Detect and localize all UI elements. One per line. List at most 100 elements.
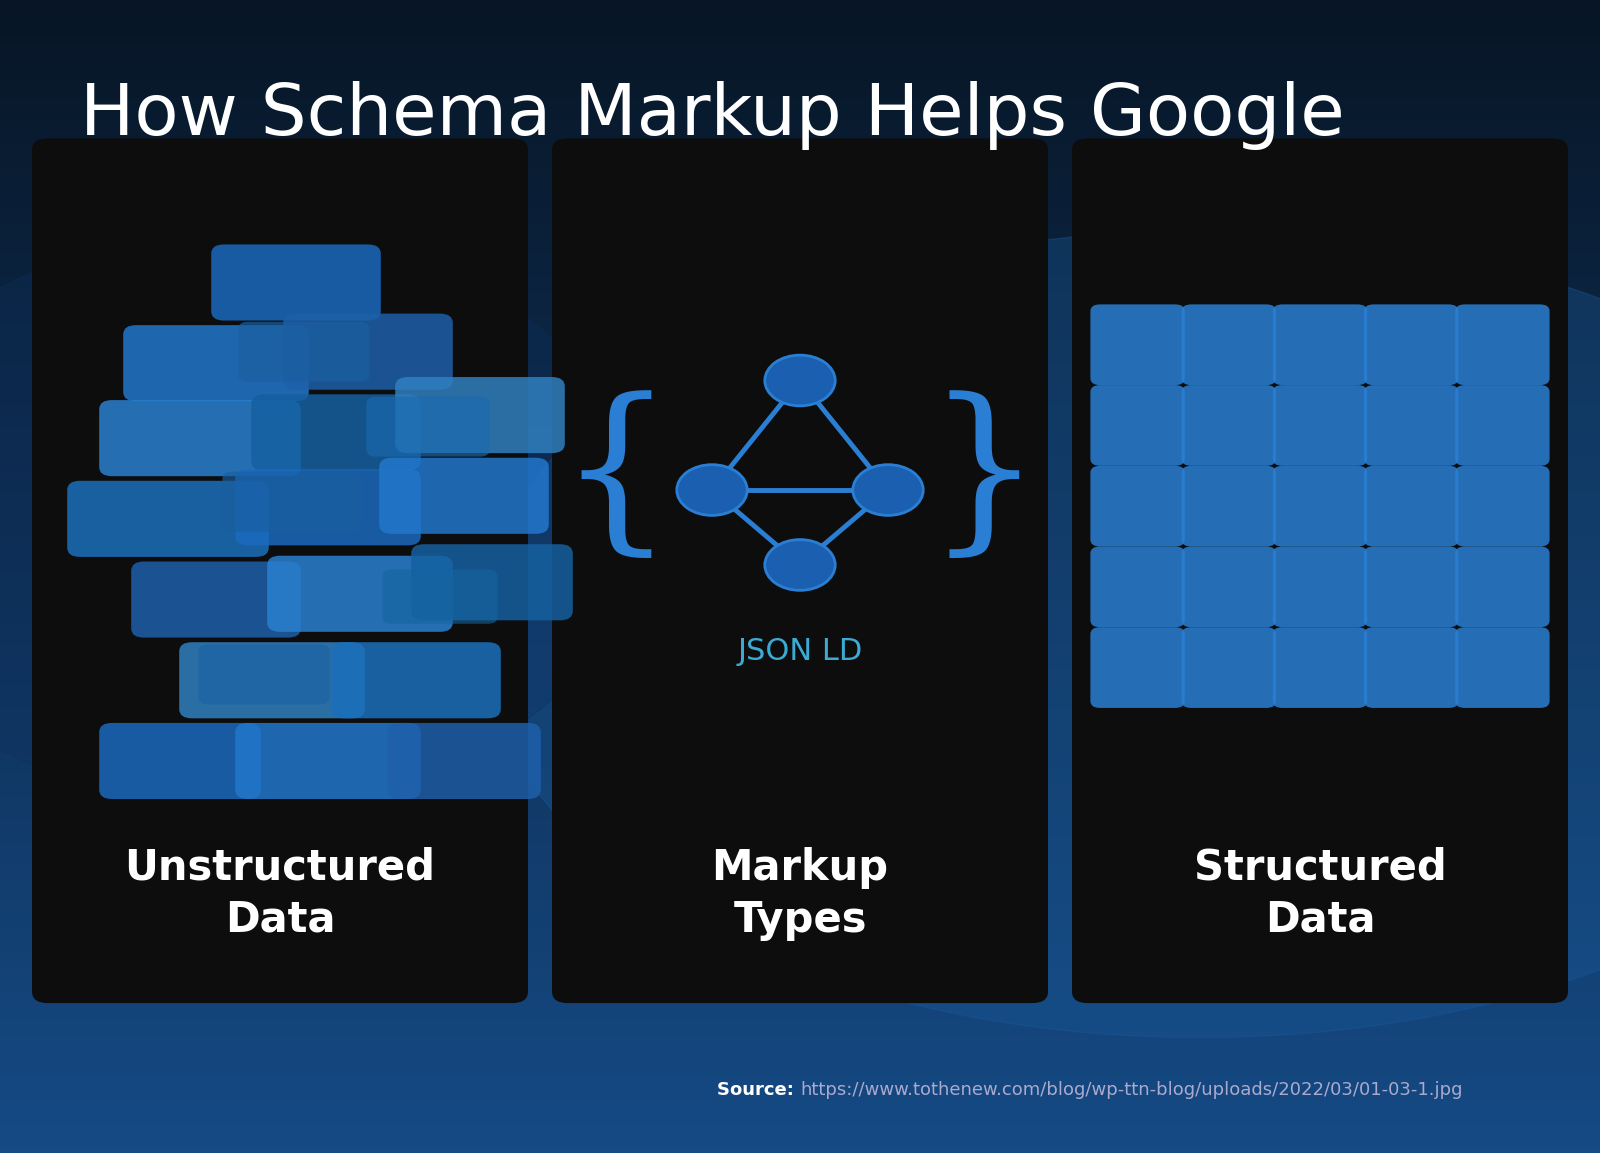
Bar <box>0 317 1600 323</box>
Bar <box>0 663 1600 669</box>
FancyBboxPatch shape <box>366 397 490 457</box>
Bar <box>0 478 1600 484</box>
Bar <box>0 726 1600 732</box>
Bar <box>0 334 1600 340</box>
Bar <box>0 52 1600 58</box>
Bar <box>0 1049 1600 1055</box>
Bar <box>0 150 1600 156</box>
Bar <box>0 173 1600 179</box>
Text: Unstructured
Data: Unstructured Data <box>125 846 435 941</box>
FancyBboxPatch shape <box>131 562 301 638</box>
Bar <box>0 161 1600 167</box>
Bar <box>0 957 1600 963</box>
Bar <box>0 92 1600 98</box>
Bar <box>0 1136 1600 1141</box>
Bar <box>0 651 1600 657</box>
FancyBboxPatch shape <box>1274 304 1366 385</box>
Bar <box>0 611 1600 617</box>
Bar <box>0 421 1600 427</box>
Bar <box>0 600 1600 605</box>
Bar <box>0 588 1600 594</box>
Bar <box>0 121 1600 127</box>
Bar <box>0 357 1600 363</box>
Bar <box>0 1038 1600 1043</box>
Bar <box>0 144 1600 150</box>
Bar <box>0 951 1600 957</box>
Bar <box>0 1118 1600 1124</box>
Bar <box>0 755 1600 761</box>
Bar <box>0 271 1600 277</box>
Bar <box>0 1130 1600 1136</box>
FancyBboxPatch shape <box>1072 138 1568 1003</box>
Bar <box>0 29 1600 35</box>
Circle shape <box>765 540 835 590</box>
Circle shape <box>765 355 835 406</box>
Bar <box>0 657 1600 663</box>
Bar <box>0 35 1600 40</box>
FancyBboxPatch shape <box>1181 304 1277 385</box>
Bar <box>0 110 1600 115</box>
Ellipse shape <box>480 231 1600 1038</box>
Bar <box>0 928 1600 934</box>
Bar <box>0 6 1600 12</box>
Text: Markup
Types: Markup Types <box>712 846 888 941</box>
FancyBboxPatch shape <box>331 642 501 718</box>
Bar <box>0 963 1600 969</box>
FancyBboxPatch shape <box>211 244 381 321</box>
FancyBboxPatch shape <box>1091 304 1184 385</box>
Bar <box>0 81 1600 86</box>
Bar <box>0 905 1600 911</box>
Bar <box>0 0 1600 6</box>
Bar <box>0 767 1600 773</box>
FancyBboxPatch shape <box>267 556 453 632</box>
Bar <box>0 507 1600 513</box>
Bar <box>0 536 1600 542</box>
FancyBboxPatch shape <box>395 377 565 453</box>
FancyBboxPatch shape <box>1456 304 1549 385</box>
Bar <box>0 1026 1600 1032</box>
Bar <box>0 461 1600 467</box>
FancyBboxPatch shape <box>32 138 528 1003</box>
Bar <box>0 17 1600 23</box>
Bar <box>0 525 1600 530</box>
Bar <box>0 876 1600 882</box>
Bar <box>0 790 1600 796</box>
Bar <box>0 58 1600 63</box>
FancyBboxPatch shape <box>1091 547 1184 627</box>
Text: JSON LD: JSON LD <box>738 636 862 666</box>
Bar <box>0 911 1600 917</box>
Bar <box>0 202 1600 208</box>
Bar <box>0 380 1600 386</box>
FancyBboxPatch shape <box>235 723 421 799</box>
Bar <box>0 559 1600 565</box>
FancyBboxPatch shape <box>1274 466 1366 547</box>
Bar <box>0 680 1600 686</box>
Bar <box>0 594 1600 600</box>
Bar <box>0 1067 1600 1072</box>
Bar <box>0 940 1600 945</box>
Bar <box>0 282 1600 288</box>
FancyBboxPatch shape <box>1091 385 1184 466</box>
Bar <box>0 669 1600 675</box>
Bar <box>0 86 1600 92</box>
Bar <box>0 1043 1600 1049</box>
Bar <box>0 473 1600 478</box>
Bar <box>0 1101 1600 1107</box>
Bar <box>0 1113 1600 1118</box>
Bar <box>0 277 1600 282</box>
Bar <box>0 1009 1600 1015</box>
Bar <box>0 369 1600 375</box>
FancyBboxPatch shape <box>179 642 365 718</box>
Bar <box>0 231 1600 236</box>
Bar <box>0 646 1600 651</box>
Bar <box>0 1072 1600 1078</box>
FancyBboxPatch shape <box>1181 547 1277 627</box>
Bar <box>0 156 1600 161</box>
FancyBboxPatch shape <box>379 458 549 534</box>
FancyBboxPatch shape <box>222 472 362 532</box>
FancyBboxPatch shape <box>1091 627 1184 708</box>
Bar <box>0 213 1600 219</box>
Bar <box>0 813 1600 819</box>
Bar <box>0 1095 1600 1101</box>
Bar <box>0 254 1600 259</box>
